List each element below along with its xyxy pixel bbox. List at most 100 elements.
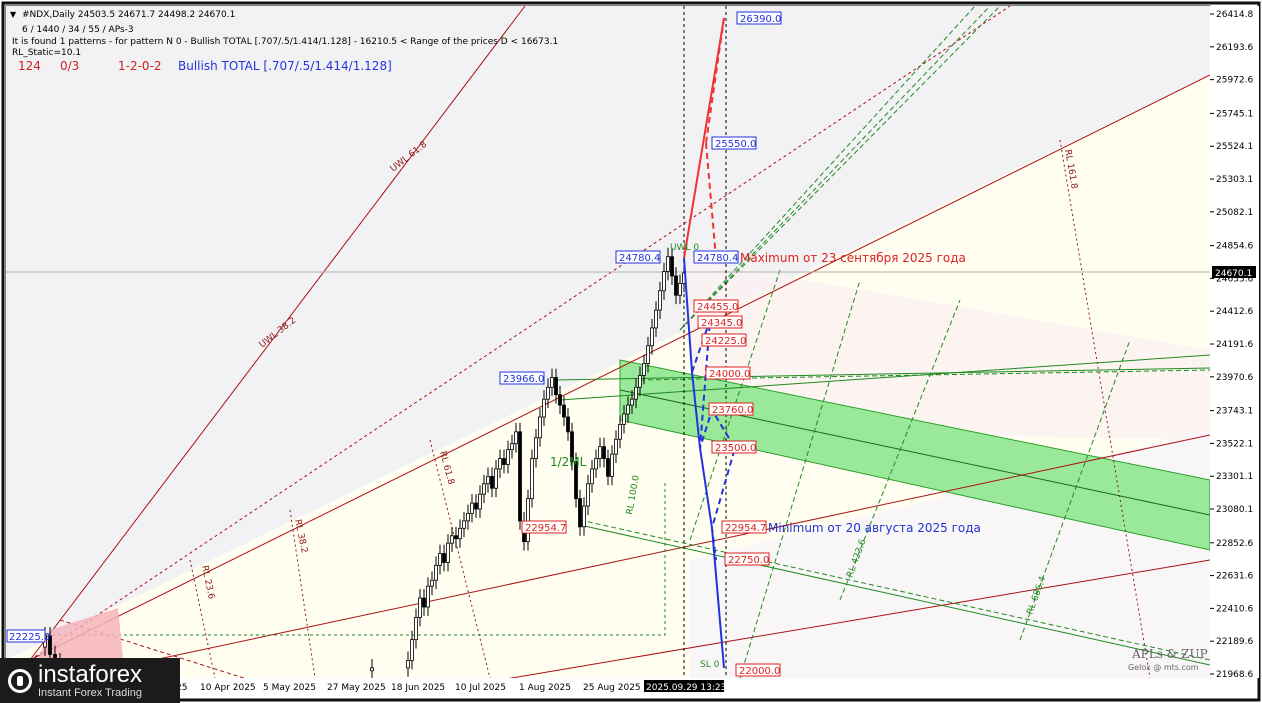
price-axis[interactable]	[1210, 6, 1259, 678]
upper-zone	[6, 6, 1210, 660]
reaction-line	[59, 619, 246, 678]
candle-body	[470, 502, 474, 514]
params-line: 6 / 1440 / 34 / 55 / APs-3	[22, 25, 134, 35]
target-22750-label: 22750.0	[728, 555, 769, 566]
logo-name: instaforex	[38, 660, 143, 688]
candle-body	[514, 431, 518, 445]
price-tick-label: 25972.6	[1216, 76, 1253, 86]
price-tick-label: 23743.1	[1216, 407, 1253, 417]
candle-body	[566, 416, 570, 433]
candle-body	[670, 256, 674, 277]
target-23760[interactable]: 23760.0	[708, 402, 754, 416]
candle-body	[426, 585, 430, 608]
instaforex-logo-icon	[8, 668, 32, 693]
candle-body	[502, 458, 506, 465]
time-cursor-tag	[644, 680, 724, 692]
candle-body	[594, 458, 598, 470]
time-tick-label: 2025.09.29 13:23	[646, 683, 726, 693]
candle-body	[48, 635, 52, 655]
time-tick-label: 1 Aug 2025	[519, 683, 571, 693]
candle-body	[582, 505, 586, 528]
candle-body	[534, 437, 538, 459]
stat-count: 124	[18, 59, 41, 73]
price-tick-label: 26193.6	[1216, 43, 1253, 53]
candle-body	[666, 256, 670, 272]
pink-zone	[690, 260, 1210, 440]
candle-body	[550, 377, 554, 388]
pivot-22225[interactable]: 22225.0	[6, 629, 50, 643]
candle-body	[638, 375, 642, 388]
price-tick-label: 25745.1	[1216, 109, 1253, 119]
price-tick-label: 24412.6	[1216, 307, 1253, 317]
instaforex-logo: instaforex Instant Forex Trading	[0, 658, 180, 703]
candles	[43, 247, 686, 678]
pivot-24780-label: 24780.4	[619, 253, 660, 264]
time-axis[interactable]	[6, 678, 1210, 694]
candle-body	[634, 386, 638, 400]
candle-body	[586, 483, 590, 507]
price-tick-label: 25082.1	[1216, 208, 1253, 218]
rl-23-line	[189, 559, 216, 678]
candle-body	[658, 290, 662, 311]
candle-body	[542, 398, 546, 418]
plot-content: UWL 61.8 UWL 38.2 RL 61.8 RL 38.2 RL 23.…	[6, 6, 1210, 678]
candle-body	[454, 535, 458, 540]
target-24455[interactable]: 24455.0	[693, 299, 739, 313]
pivot-22954[interactable]: 22954.7	[521, 520, 567, 534]
pitchfork-lower-line	[66, 434, 1210, 678]
brand-text: APLs & ZUP	[1131, 647, 1208, 661]
green-dotted-box	[40, 480, 666, 636]
candle-body	[482, 483, 486, 495]
candle-body	[570, 431, 574, 462]
target-24225[interactable]: 24225.0	[701, 333, 747, 347]
candle-body	[526, 498, 530, 543]
target-24345[interactable]: 24345.0	[697, 315, 743, 329]
price-tick-label: 26414.8	[1216, 10, 1253, 20]
target-26390[interactable]: 26390.0	[736, 11, 782, 25]
rl-161-line	[1059, 139, 1151, 678]
target-22000-label: 22000.0	[739, 666, 780, 677]
candle-body	[646, 345, 650, 364]
target-22750[interactable]: 22750.0	[724, 552, 770, 566]
target-22000[interactable]: 22000.0	[735, 663, 781, 677]
candle-body	[614, 438, 618, 455]
collapse-arrow-icon[interactable]: ▼	[10, 10, 17, 19]
rl-38-line	[289, 509, 316, 678]
green-upper-line	[554, 367, 1210, 381]
candle-body	[554, 377, 558, 396]
candle-body	[626, 404, 630, 415]
candle-body	[462, 520, 466, 529]
candle-body	[578, 498, 582, 528]
pivot-24780[interactable]: 24780.4	[615, 250, 661, 264]
found-line: It is found 1 patterns - for pattern N 0…	[12, 37, 558, 47]
candle-body	[610, 453, 614, 477]
target-24780-label: 24780.4	[697, 253, 738, 264]
target-23500[interactable]: 23500.0	[711, 440, 757, 454]
current-price-label: 24670.1	[1215, 269, 1252, 279]
price-tick-label: 22410.6	[1216, 604, 1253, 614]
target-25550[interactable]: 25550.0	[711, 136, 757, 150]
candle-body	[430, 579, 434, 587]
target-24345-label: 24345.0	[701, 318, 742, 329]
label-uwl-0: UWL 0	[670, 243, 699, 253]
candle-body	[466, 513, 470, 522]
target-22954[interactable]: 22954.7	[721, 520, 767, 534]
target-24000[interactable]: 24000.0	[705, 366, 751, 380]
pivot-23966[interactable]: 23966.0	[499, 371, 545, 385]
sl-line	[559, 354, 1210, 401]
candle-body	[546, 386, 550, 400]
median-channel-band	[619, 359, 1210, 551]
symbol-line: #NDX,Daily 24503.5 24671.7 24498.2 24670…	[22, 10, 235, 20]
label-half-ml: 1/2ML	[550, 455, 587, 469]
target-24780[interactable]: 24780.4	[693, 250, 739, 264]
candle-body	[602, 446, 606, 459]
stat-sequence: 1-2-0-2	[118, 59, 162, 73]
pitchfork-lower-line-2	[508, 559, 1210, 678]
candle-body	[630, 398, 634, 406]
pitchfork-upper-line	[29, 74, 1210, 661]
rl-61-line	[429, 439, 491, 678]
price-tick-label: 23970.6	[1216, 373, 1253, 383]
candle-body	[574, 461, 578, 500]
